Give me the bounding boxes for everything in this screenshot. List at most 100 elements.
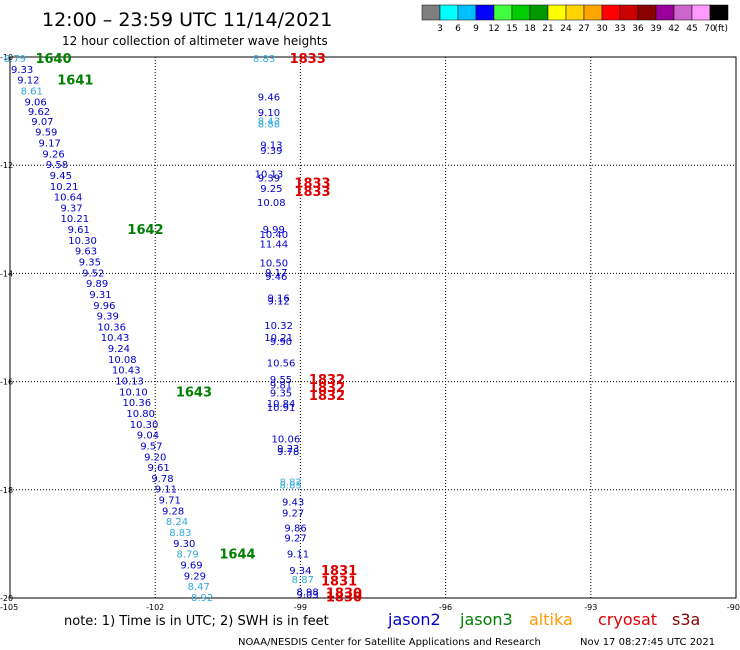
colorbar-label: 18 [524, 24, 536, 34]
wave-height-point: 9.69 [180, 560, 202, 571]
chart-title: 12:00 – 23:59 UTC 11/14/2021 [42, 9, 332, 31]
wave-height-point: 9.17 [39, 138, 61, 149]
colorbar-label: 39 [650, 24, 662, 34]
wave-height-point: 9.11 [155, 485, 177, 496]
wave-height-point: 10.08 [108, 355, 137, 366]
wave-height-point: 9.45 [50, 171, 72, 182]
wave-height-point: 9.43 [282, 498, 304, 509]
wave-height-point: 9.20 [144, 452, 166, 463]
colorbar-swatch [583, 4, 603, 21]
wave-height-point: 9.39 [258, 174, 280, 185]
colorbar-label: 12 [488, 24, 499, 34]
wave-height-point: 9.86 [284, 524, 306, 535]
wave-height-point: 10.50 [259, 259, 288, 270]
wave-height-point: 8.79 [176, 550, 198, 561]
chart-subtitle: 12 hour collection of altimeter wave hei… [62, 34, 328, 48]
colorbar-swatch [421, 4, 441, 21]
wave-height-point: 10.43 [112, 366, 141, 377]
wave-height-point: 9.17 [265, 268, 287, 279]
wave-height-point: 8.24 [166, 517, 188, 528]
time-label: 1833 [294, 185, 330, 200]
wave-height-point: 8.92 [191, 593, 213, 604]
wave-height-point: 9.34 [289, 566, 311, 577]
colorbar-swatch [457, 4, 477, 21]
wave-height-point: 9.26 [42, 149, 64, 160]
x-tick-label: -102 [146, 603, 164, 612]
y-tick-label: -16 [0, 378, 13, 387]
wave-height-point: 8.98 [297, 588, 319, 599]
wave-height-point: 9.23 [277, 444, 299, 455]
wave-height-point: 10.64 [54, 193, 83, 204]
wave-height-point: 8.79 [4, 54, 26, 65]
x-tick-label: -93 [584, 603, 597, 612]
wave-height-point: 9.27 [282, 509, 304, 520]
wave-height-point: 9.61 [147, 463, 169, 474]
x-tick-label: -90 [727, 603, 740, 612]
colorbar-swatch [439, 4, 459, 21]
wave-height-point: 9.07 [31, 117, 53, 128]
wave-height-point: 9.52 [82, 268, 104, 279]
wave-height-point: 9.29 [184, 571, 206, 582]
wave-height-point: 9.10 [258, 108, 280, 119]
wave-height-point: 9.12 [17, 76, 39, 87]
colorbar-label: 15 [506, 24, 517, 34]
wave-height-point: 9.37 [60, 203, 82, 214]
colorbar-label: 24 [560, 24, 572, 34]
satellite-legend: jason2 jason3 altika cryosat s3a [387, 610, 700, 629]
colorbar-label: 70 [704, 24, 716, 34]
wave-height-point: 9.16 [267, 294, 289, 305]
x-tick-label: -99 [294, 603, 307, 612]
wave-height-point: 9.46 [258, 92, 280, 103]
plot-frame [9, 56, 737, 599]
wave-height-point: 9.35 [79, 257, 101, 268]
units-note: note: 1) Time is in UTC; 2) SWH is in fe… [64, 614, 329, 629]
satellite-legend-item: cryosat [598, 610, 657, 629]
y-tick-label: -20 [0, 594, 13, 603]
colorbar-swatch [547, 4, 567, 21]
y-tick-label: -14 [0, 269, 13, 278]
colorbar-swatch [673, 4, 693, 21]
satellite-legend-item: jason2 [387, 610, 441, 629]
wave-height-point: 10.40 [259, 230, 288, 241]
time-label: 1832 [309, 373, 345, 388]
time-label: 1833 [294, 177, 330, 192]
wave-height-point: 10.43 [101, 333, 130, 344]
wave-height-point: 8.47 [188, 582, 210, 593]
wave-height-point: 8.83 [169, 528, 191, 539]
wave-height-point: 10.84 [267, 399, 296, 410]
wave-height-point: 9.28 [162, 506, 184, 517]
wave-height-point: 10.21 [264, 333, 293, 344]
wave-height-point: 10.91 [267, 403, 296, 414]
wave-height-point: 9.12 [267, 296, 289, 307]
colorbar-swatch [493, 4, 513, 21]
y-tick-label: -10 [0, 53, 13, 62]
wave-height-point: 9.99 [263, 225, 285, 236]
wave-height-point: 9.27 [284, 533, 306, 544]
x-tick-label: -105 [0, 603, 18, 612]
wave-height-point: 9.96 [93, 301, 115, 312]
colorbar-swatch [475, 4, 495, 21]
time-label: 1830 [326, 587, 362, 602]
plot-area: -105 -102 -99 -96 -93 -90 -10 -12 -14 -16 -18 -20 8.… [0, 52, 740, 612]
wave-height-point: 11.44 [259, 240, 288, 251]
time-label: 1641 [57, 74, 93, 89]
wave-height-point: 10.30 [68, 236, 97, 247]
y-tick-label: -18 [0, 486, 13, 495]
time-label: 1831 [321, 575, 357, 590]
time-label: 1831 [321, 564, 357, 579]
wave-height-point: 8.85 [280, 480, 302, 491]
colorbar-swatch [565, 4, 585, 21]
footer-timestamp: Nov 17 08:27:45 UTC 2021 [580, 637, 715, 648]
y-tick-label: -12 [0, 161, 13, 170]
time-label: 1832 [309, 381, 345, 396]
wave-height-point: 9.46 [265, 272, 287, 283]
wave-height-point: 9.39 [260, 146, 282, 157]
wave-height-point: 9.25 [260, 184, 282, 195]
footer-credit: NOAA/NESDIS Center for Satellite Applica… [238, 637, 541, 648]
wave-height-point: 9.89 [86, 279, 108, 290]
wave-height-point: 9.63 [75, 247, 97, 258]
colorbar-label: 36 [632, 24, 644, 34]
satellite-legend-item: altika [529, 610, 573, 629]
colorbar-label: 42 [668, 24, 679, 34]
